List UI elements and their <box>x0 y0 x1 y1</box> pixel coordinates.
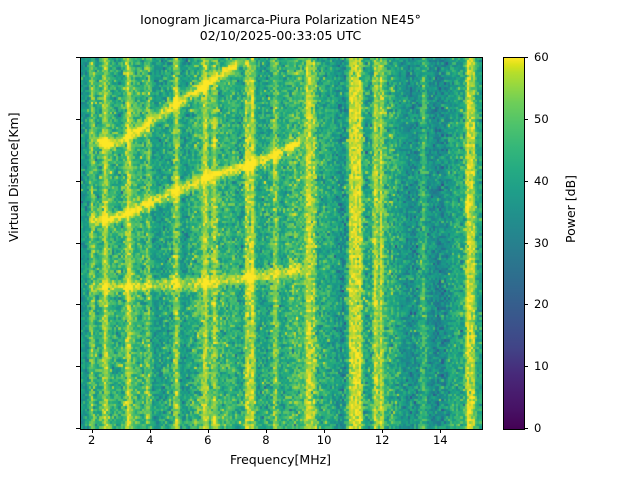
colorbar-tick-mark <box>524 304 528 306</box>
colorbar-tick-label: 40 <box>534 173 549 188</box>
x-axis-tick-mark <box>382 429 384 433</box>
x-axis-tick-mark <box>440 429 442 433</box>
colorbar-tick-mark <box>524 180 528 182</box>
colorbar-tick-label: 50 <box>534 111 549 126</box>
colorbar-label: Power [dB] <box>563 174 578 243</box>
y-axis-tick-mark <box>76 304 80 306</box>
x-axis-tick-mark <box>149 429 151 433</box>
x-axis-tick-label: 8 <box>262 433 270 447</box>
x-axis-tick-label: 14 <box>432 433 448 447</box>
y-axis-tick-mark <box>76 57 80 58</box>
colorbar[interactable] <box>503 57 525 430</box>
colorbar-tick-mark <box>524 57 528 58</box>
x-axis-tick-mark <box>324 429 326 433</box>
colorbar-tick-label: 0 <box>534 421 542 435</box>
x-axis-tick-mark <box>207 429 209 433</box>
y-axis-tick-mark <box>76 366 80 368</box>
x-axis-tick-label: 12 <box>374 433 390 447</box>
y-axis-tick-mark <box>76 118 80 120</box>
y-axis-tick-mark <box>76 180 80 182</box>
x-axis-label: Frequency[MHz] <box>229 452 332 467</box>
colorbar-tick-label: 60 <box>534 50 549 64</box>
page-title: Ionogram Jicamarca-Piura Polarization NE… <box>140 12 421 43</box>
ionogram-plot-area[interactable] <box>80 57 483 430</box>
y-axis-tick-mark <box>76 428 80 429</box>
x-axis-tick-label: 6 <box>204 433 212 447</box>
x-axis-tick-label: 2 <box>87 433 96 447</box>
x-axis-tick-mark <box>265 429 267 433</box>
colorbar-tick-label: 10 <box>534 359 549 374</box>
colorbar-tick-mark <box>524 366 528 368</box>
colorbar-tick-mark <box>524 428 528 429</box>
x-axis-tick-label: 4 <box>146 433 154 447</box>
y-axis-tick-mark <box>76 242 80 244</box>
colorbar-tick-mark <box>524 118 528 120</box>
x-axis-tick-mark <box>91 429 93 433</box>
colorbar-tick-label: 30 <box>534 235 549 250</box>
colorbar-tick-label: 20 <box>534 297 549 312</box>
colorbar-tick-mark <box>524 242 528 244</box>
ionogram-heatmap-canvas <box>81 58 482 429</box>
x-axis-tick-label: 10 <box>316 433 332 447</box>
y-axis-label: Virtual Distance[Km] <box>6 112 21 242</box>
